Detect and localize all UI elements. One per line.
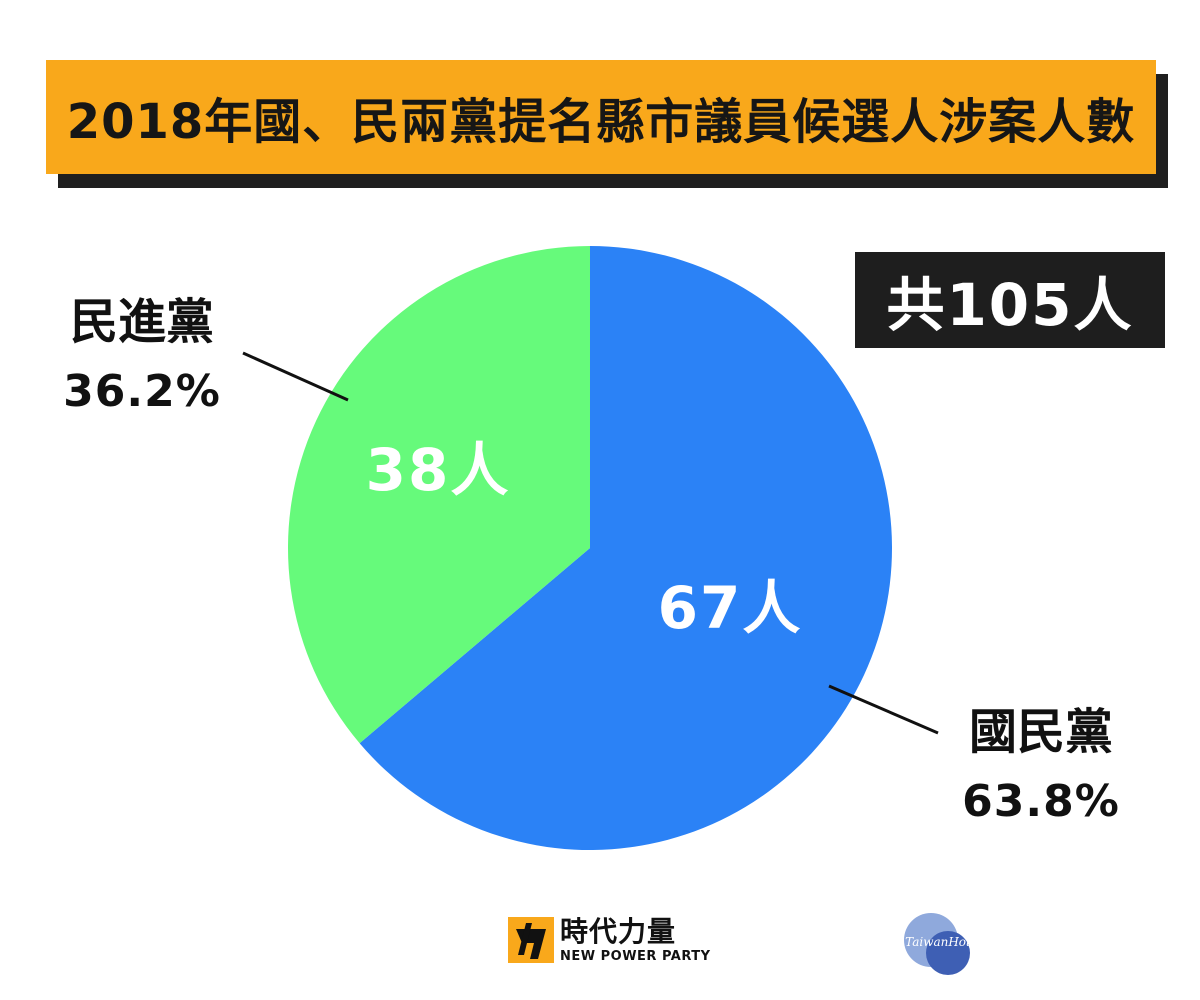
chart-title: 2018年國、民兩黨提名縣市議員候選人涉案人數 [66, 94, 1136, 150]
watermark-icon [904, 913, 970, 975]
kmt-legend: 國民黨 63.8% [946, 708, 1136, 824]
logo-name-en: NEW POWER PARTY [560, 948, 711, 964]
taiwanhot-watermark: TaiwanHot [898, 907, 974, 977]
kmt-legend-percent: 63.8% [962, 776, 1120, 827]
pie-slice-1 [287, 245, 590, 744]
kmt-legend-name: 國民黨 [968, 704, 1113, 760]
pie-slice-label-0: 67人 [658, 574, 803, 642]
pie-slice-0 [359, 246, 892, 850]
dpp-legend: 民進黨 36.2% [52, 298, 232, 414]
pie-slice-label-1: 38人 [366, 436, 511, 504]
npp-logo-icon [508, 917, 554, 963]
logo-name-zh: 時代力量 [560, 914, 677, 948]
dpp-legend-name: 民進黨 [69, 294, 214, 350]
total-label: 共105人 [886, 271, 1134, 339]
watermark-text: TaiwanHot [905, 935, 971, 949]
new-power-party-logo: 時代力量 NEW POWER PARTY [508, 914, 711, 966]
kmt-leader-line [828, 684, 939, 735]
dpp-leader-line [242, 351, 349, 402]
dpp-legend-percent: 36.2% [63, 366, 221, 417]
total-badge: 共105人 [855, 252, 1165, 348]
title-banner: 2018年國、民兩黨提名縣市議員候選人涉案人數 [46, 60, 1156, 174]
